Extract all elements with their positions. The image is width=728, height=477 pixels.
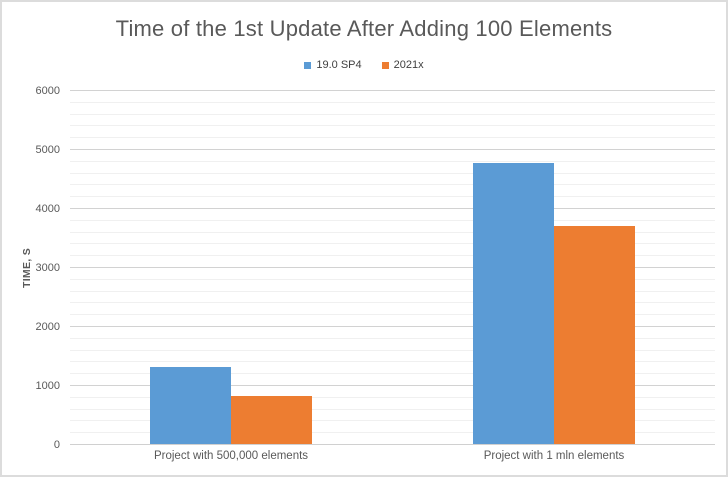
minor-gridline — [70, 408, 715, 410]
bar-19-0-sp4-cat1 — [150, 367, 232, 444]
minor-gridline — [70, 184, 715, 186]
chart-title: Time of the 1st Update After Adding 100 … — [115, 16, 613, 41]
y-tick-label: 4000 — [35, 203, 60, 215]
minor-gridline — [70, 113, 715, 115]
major-gridline — [70, 267, 715, 268]
y-tick-label: 0 — [53, 439, 60, 451]
minor-gridline — [70, 101, 715, 103]
legend-label-19-0-sp4: 19.0 SP4 — [316, 59, 362, 71]
minor-gridline — [70, 337, 715, 339]
plot-area — [70, 90, 715, 445]
major-gridline — [70, 385, 715, 386]
bar-19-0-sp4-cat2 — [472, 163, 554, 444]
minor-gridline — [70, 219, 715, 221]
major-gridline — [70, 208, 715, 209]
major-gridline — [70, 90, 715, 91]
bar-2021x-cat2 — [553, 225, 635, 444]
minor-gridline — [70, 172, 715, 174]
bar-2021x-cat1 — [231, 395, 313, 444]
minor-gridline — [70, 314, 715, 316]
minor-gridline — [70, 396, 715, 398]
minor-gridline — [70, 373, 715, 375]
legend-swatch-orange-icon — [381, 61, 389, 69]
y-tick-label: 1000 — [35, 380, 60, 392]
legend-item-2021x: 2021x — [381, 59, 424, 71]
minor-gridline — [70, 160, 715, 162]
minor-gridline — [70, 137, 715, 139]
minor-gridline — [70, 420, 715, 422]
x-category-label-1-mln-elements: Project with 1 mln elements — [483, 450, 625, 462]
minor-gridline — [70, 290, 715, 292]
y-tick-label: 5000 — [35, 144, 60, 156]
minor-gridline — [70, 432, 715, 434]
minor-gridline — [70, 278, 715, 280]
y-tick-label: 6000 — [35, 85, 60, 97]
minor-gridline — [70, 302, 715, 304]
minor-gridline — [70, 231, 715, 233]
minor-gridline — [70, 243, 715, 245]
minor-gridline — [70, 349, 715, 351]
legend-label-2021x: 2021x — [393, 59, 424, 71]
y-tick-label: 2000 — [35, 321, 60, 333]
minor-gridline — [70, 361, 715, 363]
minor-gridline — [70, 125, 715, 127]
major-gridline — [70, 326, 715, 327]
legend: 19.0 SP4 2021x — [2, 59, 726, 71]
y-tick-label: 3000 — [35, 262, 60, 274]
minor-gridline — [70, 255, 715, 257]
major-gridline — [70, 149, 715, 150]
x-category-label-500000-elements: Project with 500,000 elements — [153, 450, 309, 462]
minor-gridline — [70, 196, 715, 198]
legend-item-19-0-sp4: 19.0 SP4 — [304, 59, 362, 71]
legend-swatch-blue-icon — [304, 61, 312, 69]
